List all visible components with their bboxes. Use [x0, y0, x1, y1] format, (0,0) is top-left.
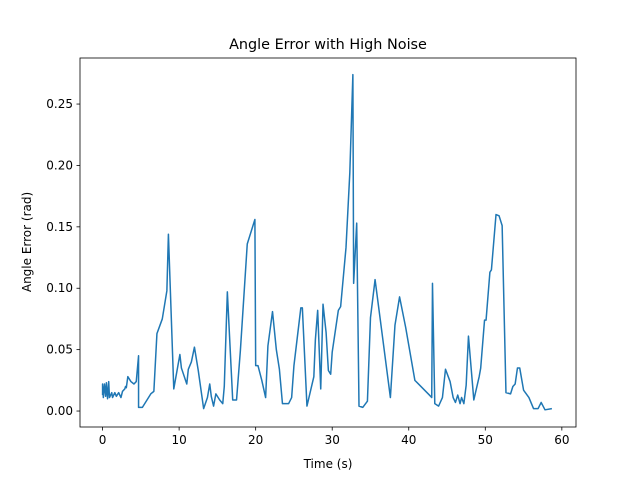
x-tick-label: 30	[325, 433, 340, 447]
y-tick-label: 0.15	[46, 220, 73, 234]
chart-title: Angle Error with High Noise	[229, 37, 427, 53]
y-tick-label: 0.10	[46, 281, 73, 295]
y-tick-label: 0.25	[46, 97, 73, 111]
x-axis-label: Time (s)	[303, 457, 353, 471]
x-tick-label: 50	[478, 433, 493, 447]
x-tick-label: 20	[248, 433, 263, 447]
data-line	[101, 73, 553, 411]
x-tick-label: 10	[171, 433, 186, 447]
x-tick-label: 40	[401, 433, 416, 447]
y-tick-label: 0.00	[46, 404, 73, 418]
y-tick-label: 0.20	[46, 158, 73, 172]
x-tick-label: 60	[554, 433, 569, 447]
y-tick-label: 0.05	[46, 343, 73, 357]
axes-frame	[79, 57, 577, 428]
x-tick-label: 0	[99, 433, 107, 447]
y-axis-label: Angle Error (rad)	[20, 192, 34, 292]
